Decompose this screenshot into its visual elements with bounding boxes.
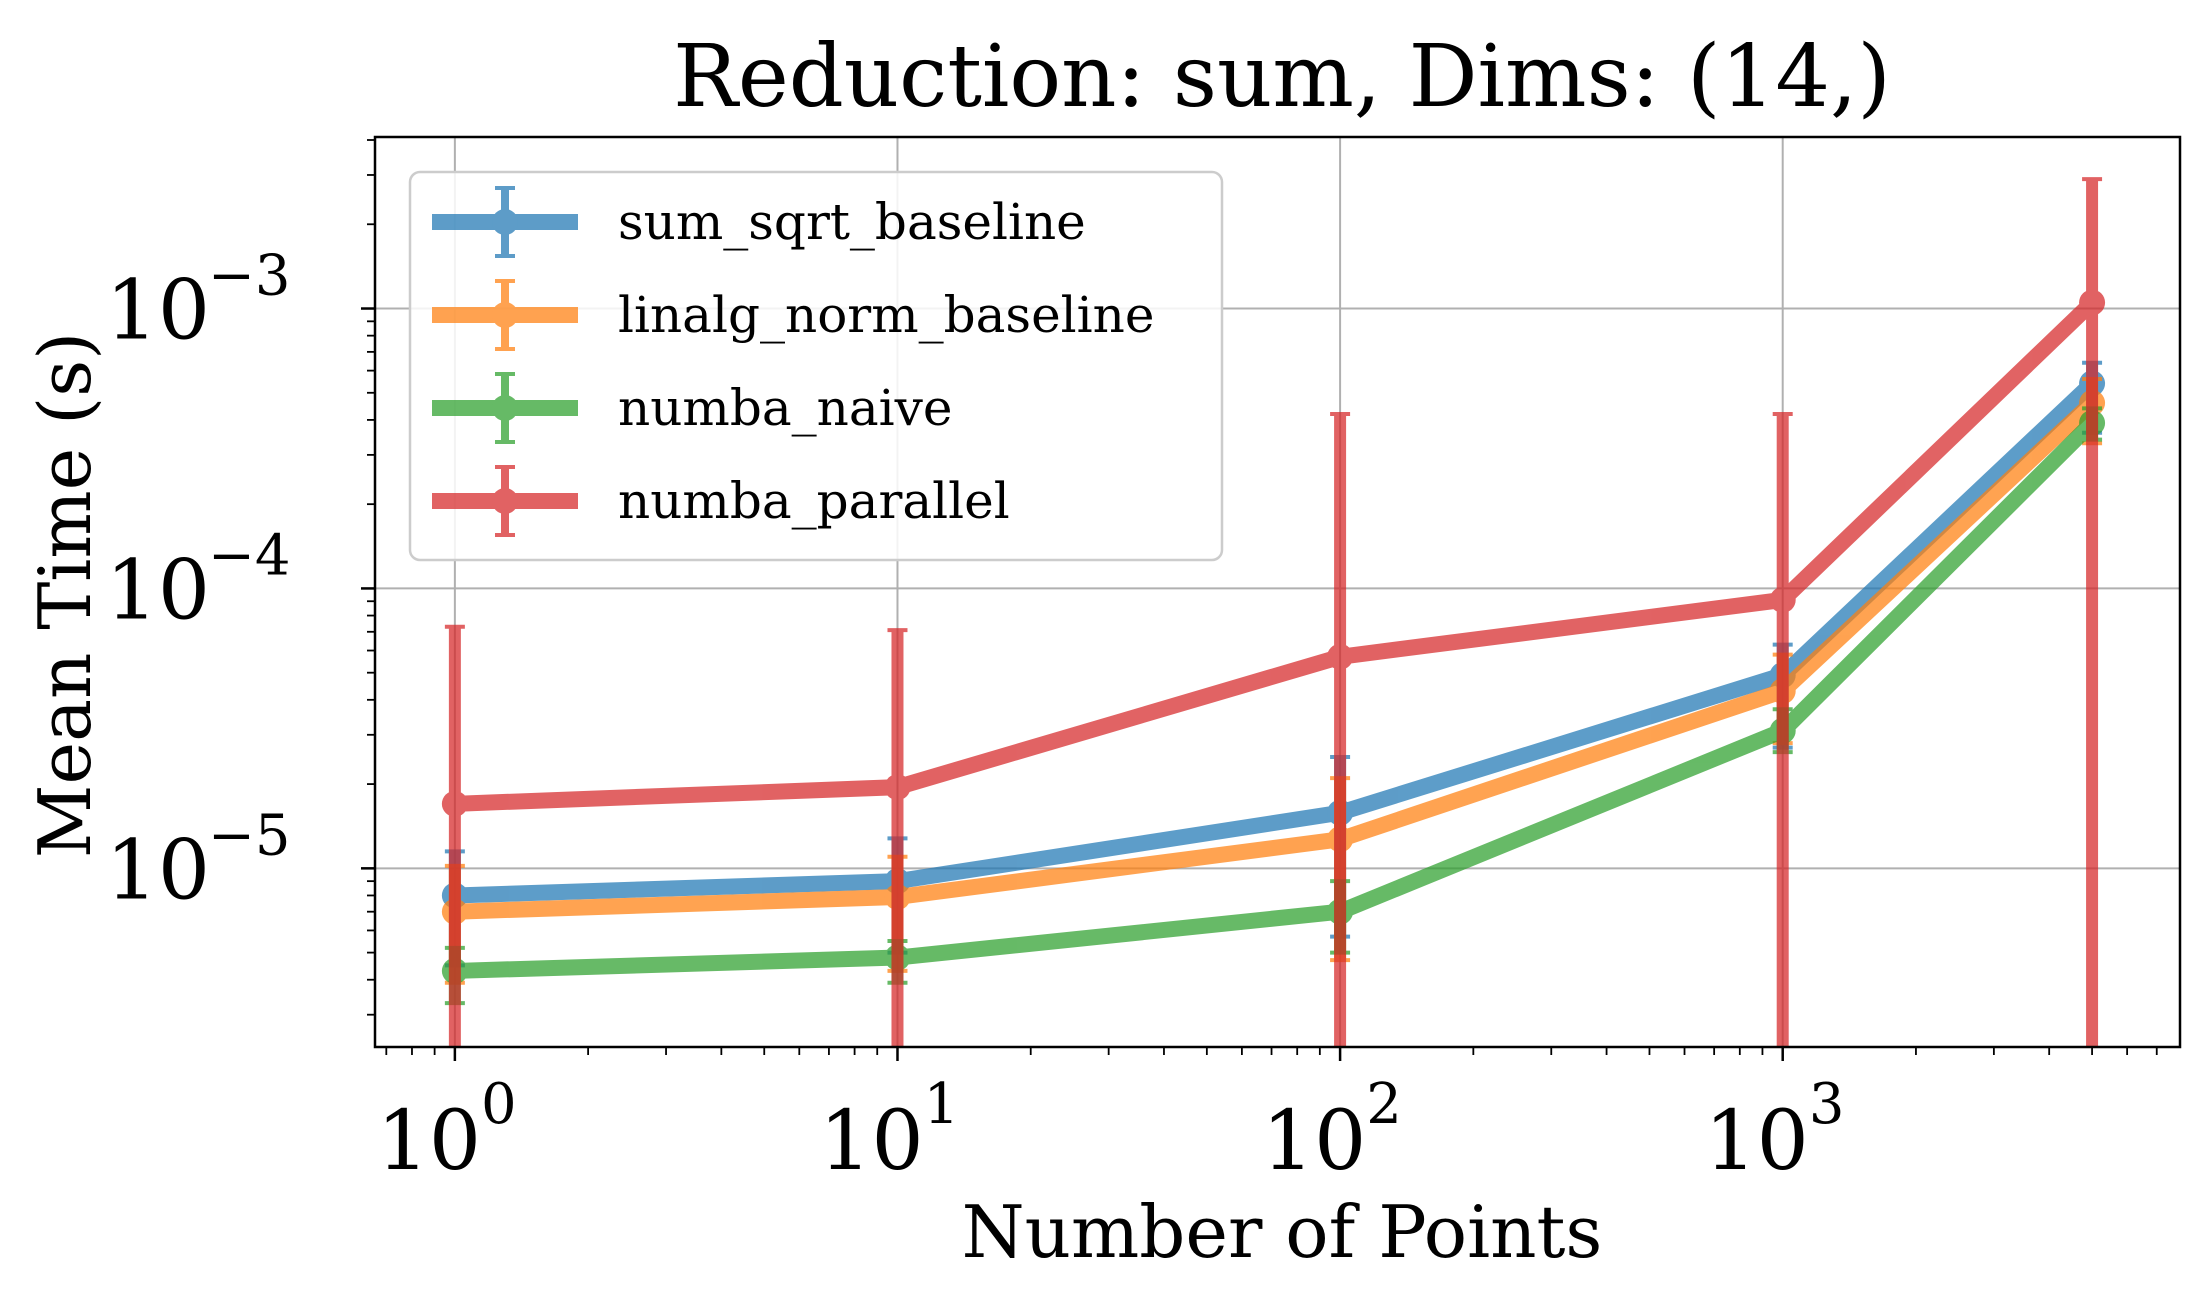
legend-item: numba_parallel bbox=[432, 465, 1010, 537]
legend-item: sum_sqrt_baseline bbox=[432, 186, 1086, 258]
x-tick-label: 10 bbox=[819, 1094, 923, 1189]
data-point bbox=[2079, 289, 2106, 316]
y-tick-label: 10 bbox=[106, 543, 210, 638]
legend-label: numba_naive bbox=[618, 379, 952, 437]
x-tick-exponent: 0 bbox=[481, 1072, 517, 1137]
y-tick-exponent: −3 bbox=[208, 244, 291, 309]
y-tick-exponent: −4 bbox=[208, 523, 291, 588]
legend-marker bbox=[492, 395, 518, 421]
data-point bbox=[1327, 643, 1354, 670]
legend-item: linalg_norm_baseline bbox=[432, 279, 1154, 351]
legend: sum_sqrt_baseline linalg_norm_baselinenum… bbox=[408, 170, 1224, 562]
legend-marker bbox=[492, 302, 518, 328]
minor-ticks bbox=[367, 139, 2158, 1055]
x-tick-exponent: 1 bbox=[924, 1072, 960, 1137]
legend-symbol bbox=[432, 279, 578, 351]
data-point bbox=[1769, 586, 1796, 613]
legend-symbol bbox=[432, 465, 578, 537]
legend-label: sum_sqrt_baseline bbox=[618, 193, 1086, 251]
x-axis-label: Number of Points bbox=[962, 1190, 1603, 1274]
x-tick-exponent: 2 bbox=[1366, 1072, 1402, 1137]
y-axis-label: Mean Time (s) bbox=[23, 332, 107, 858]
legend-label: linalg_norm_baseline bbox=[618, 286, 1154, 344]
series-layer bbox=[441, 177, 2106, 1047]
y-tick-label: 10 bbox=[106, 823, 210, 918]
legend-marker bbox=[492, 209, 518, 235]
y-axis-ticks: 10−510−410−3 bbox=[106, 244, 375, 918]
legend-marker bbox=[492, 488, 518, 514]
data-point bbox=[884, 774, 911, 801]
chart-title: Reduction: sum, Dims: (14,) bbox=[673, 27, 1891, 127]
y-tick-label: 10 bbox=[106, 264, 210, 359]
series-numba_parallel bbox=[441, 177, 2106, 1047]
legend-item: numba_naive bbox=[432, 372, 952, 444]
data-point bbox=[441, 790, 468, 817]
x-tick-label: 10 bbox=[377, 1094, 481, 1189]
x-tick-label: 10 bbox=[1262, 1094, 1366, 1189]
plot-area bbox=[373, 135, 2182, 1049]
x-tick-label: 10 bbox=[1705, 1094, 1809, 1189]
x-axis-ticks: 10 0 10 1 10 2 10 3 bbox=[377, 1047, 1845, 1189]
y-tick-exponent: −5 bbox=[208, 803, 291, 868]
legend-symbol bbox=[432, 372, 578, 444]
legend-label: numba_parallel bbox=[618, 472, 1010, 530]
x-tick-exponent: 3 bbox=[1809, 1072, 1845, 1137]
legend-box bbox=[408, 170, 1224, 562]
legend-symbol bbox=[432, 186, 578, 258]
